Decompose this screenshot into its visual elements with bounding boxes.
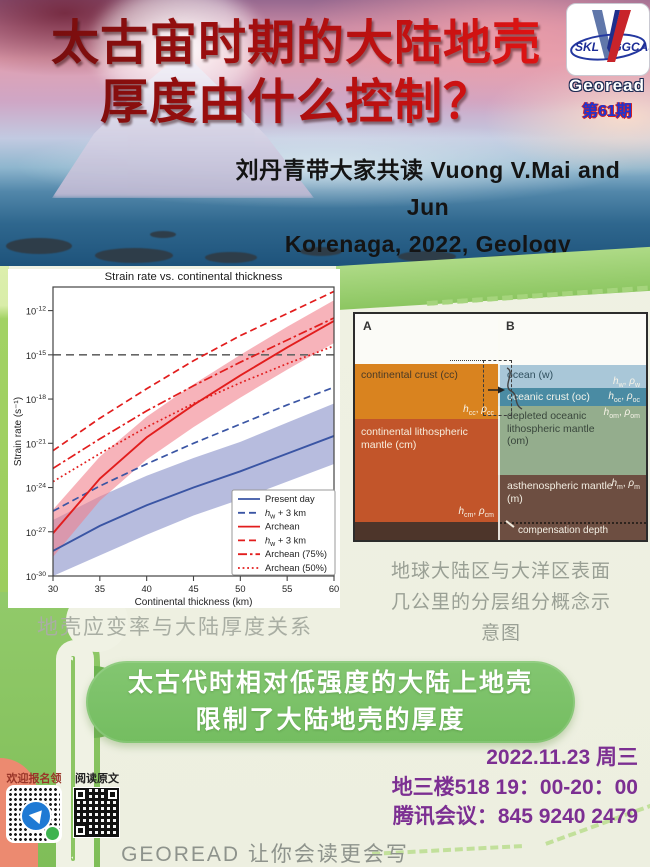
layer-continental-crust (355, 364, 498, 419)
label-depleted-mantle: depleted oceanic lithospheric mantle (om… (507, 410, 595, 447)
rock-art (95, 248, 173, 263)
svg-text:hw + 3 km: hw + 3 km (265, 535, 306, 548)
ann-om: hom, ρom (603, 407, 640, 420)
poster-title-line2: 厚度由什么控制？ (4, 73, 588, 132)
rock-art (398, 251, 456, 262)
diagram-caption-line3: 意图 (480, 623, 521, 644)
issue-number: 第61期 (582, 103, 632, 120)
svg-text:55: 55 (282, 584, 292, 594)
svg-text:10-15: 10-15 (26, 350, 46, 361)
svg-text:SKL: SKL (575, 40, 599, 54)
event-date: 2022.11.23 周三 (486, 746, 638, 769)
diagram-caption-line1: 地球大陆区与大洋区表面 (390, 561, 611, 582)
hero-banner: 太古宙时期的大陆地壳 厚度由什么控制？ 刘丹青带大家共读 Vuong V.Mai… (0, 0, 650, 266)
poster-subtitle-line1: 刘丹青带大家共读 Vuong V.Mai and Jun (235, 157, 621, 220)
rock-art (6, 238, 72, 254)
layer-depleted-oceanic-mantle (498, 406, 646, 475)
compensation-label: compensation depth (518, 525, 609, 536)
label-oceanic-crust: oceanic crust (oc) (507, 391, 590, 403)
iggcas-logo: SKL IGGCAS (566, 3, 650, 76)
chart-caption: 地壳应变率与大陆厚度关系 (37, 616, 313, 639)
svg-text:hw + 3 km: hw + 3 km (265, 508, 306, 521)
svg-text:40: 40 (141, 584, 151, 594)
svg-text:Archean: Archean (265, 522, 300, 532)
svg-text:Strain rate vs. continental th: Strain rate vs. continental thickness (105, 271, 283, 283)
svg-text:60: 60 (329, 584, 339, 594)
svg-text:10-21: 10-21 (26, 438, 46, 449)
density-profile-box (483, 360, 512, 416)
conclusion-line1: 太古代时相对低强度的大陆上地壳 (127, 669, 533, 697)
svg-text:10-30: 10-30 (26, 571, 46, 582)
density-profile-arrow (488, 367, 523, 410)
density-leader-line (450, 360, 483, 361)
event-info: 2022.11.23 周三 地三楼518 19：00-20：00 腾讯会议：84… (392, 743, 638, 832)
rock-art (205, 252, 257, 263)
rock-art (150, 231, 176, 238)
ann-oc: hoc, ρoc (608, 391, 640, 404)
panel-a-label: A (363, 319, 372, 333)
layer-deep-mantle-a (355, 522, 498, 540)
article-qr-code (73, 787, 120, 838)
label-continental-crust: continental crust (cc) (361, 369, 458, 381)
ann-m: hm, ρm (611, 478, 640, 491)
svg-text:10-18: 10-18 (26, 394, 46, 405)
rock-art (300, 247, 342, 256)
label-continental-mantle: continental lithospheric mantle (cm) (361, 426, 468, 451)
deco-dashed-stripe (71, 656, 75, 861)
crust-structure-diagram: A B continental crust (cc) hcc, ρcc cont… (353, 312, 648, 542)
poster-title-line1: 太古宙时期的大陆地壳 (4, 14, 588, 73)
qr-finder-icon (74, 788, 87, 801)
layer-asthenospheric-mantle (498, 475, 646, 540)
diagram-caption: 地球大陆区与大洋区表面 几公里的分层组分概念示 意图 (364, 556, 638, 649)
conclusion-line2: 限制了大陆地壳的厚度 (195, 706, 466, 734)
svg-text:Strain rate (s⁻¹): Strain rate (s⁻¹) (13, 397, 24, 466)
ann-w: hw, ρw (613, 376, 640, 389)
poster-subtitle: 刘丹青带大家共读 Vuong V.Mai and Jun Korenaga, 2… (212, 152, 644, 263)
panel-divider (498, 314, 500, 540)
strain-rate-chart-panel: 10-12 10-15 10-18 10-21 10-24 10-27 10-30 30 35 4… (8, 269, 340, 608)
qr-finder-icon (74, 824, 87, 837)
svg-text:Archean (50%): Archean (50%) (265, 563, 327, 573)
qr-finder-icon (106, 788, 119, 801)
conclusion-banner: 太古代时相对低强度的大陆上地壳 限制了大陆地壳的厚度 (86, 661, 575, 743)
georead-brand: Georead (569, 76, 645, 95)
ann-cc: hcc, ρcc (463, 404, 494, 417)
svg-text:50: 50 (235, 584, 245, 594)
svg-text:Present day: Present day (265, 494, 315, 504)
diagram-caption-line2: 几公里的分层组分概念示 (390, 592, 611, 613)
label-asthenosphere: asthenospheric mantle (m) (507, 480, 613, 505)
arrow-icon (28, 805, 48, 825)
poster-subtitle-line2: Korenaga, 2022, Geology (284, 231, 572, 257)
poster-title: 太古宙时期的大陆地壳 厚度由什么控制？ (4, 14, 588, 132)
svg-text:Continental thickness (km): Continental thickness (km) (135, 597, 253, 608)
ann-cm: hcm, ρcm (458, 506, 494, 519)
event-meeting-id: 腾讯会议：845 9240 2479 (392, 805, 638, 828)
signup-qr-code (6, 785, 62, 843)
svg-text:45: 45 (188, 584, 198, 594)
svg-text:35: 35 (95, 584, 105, 594)
iggcas-logo-icon: SKL IGGCAS (570, 10, 650, 62)
deco-left-edge (0, 266, 9, 596)
svg-text:10-27: 10-27 (26, 527, 46, 538)
svg-text:10-24: 10-24 (26, 483, 46, 494)
svg-text:10-12: 10-12 (26, 306, 46, 317)
layer-ocean (498, 365, 646, 388)
layer-continental-lithospheric-mantle (355, 419, 498, 522)
qr-article-label: 阅读原文 (75, 773, 119, 785)
svg-text:Archean (75%): Archean (75%) (265, 549, 327, 559)
panel-b-label: B (506, 319, 515, 333)
footer-slogan: GEOREAD 让你会读更会写 (121, 843, 409, 866)
wechat-icon (44, 825, 61, 842)
label-ocean: ocean (w) (507, 369, 554, 381)
event-venue-time: 地三楼518 19：00-20：00 (391, 775, 638, 799)
compensation-depth-line (500, 522, 646, 524)
svg-text:30: 30 (48, 584, 58, 594)
layer-oceanic-crust (498, 388, 646, 406)
